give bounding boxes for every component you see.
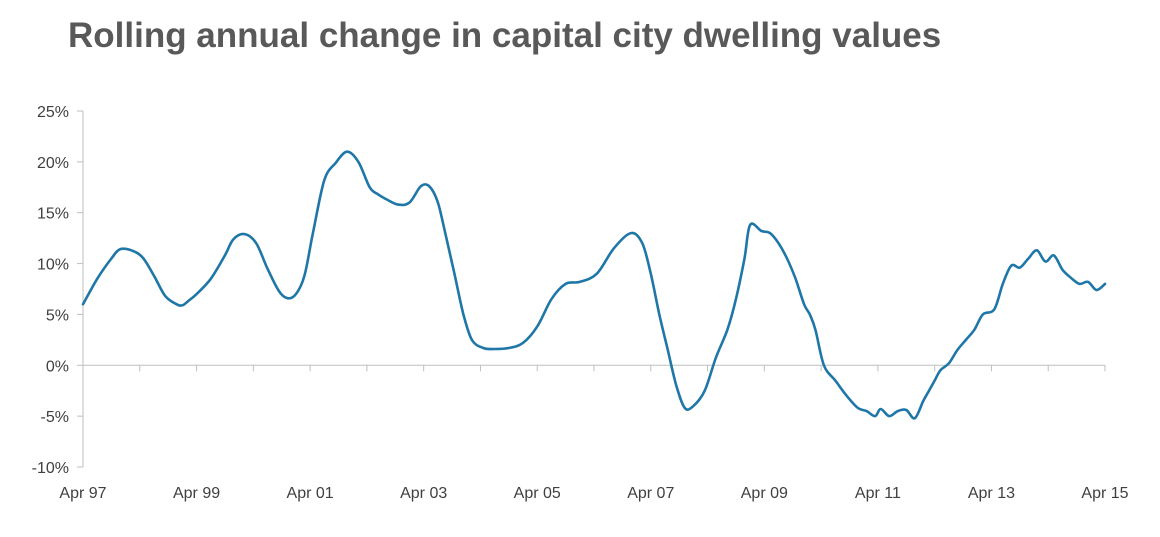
x-tick-label: Apr 01 [287, 485, 334, 502]
x-tick-label: Apr 97 [59, 485, 106, 502]
x-tick-label: Apr 11 [855, 485, 901, 502]
y-tick-label: 10% [37, 257, 69, 274]
x-tick-label: Apr 99 [173, 485, 220, 502]
y-tick-label: -10% [32, 460, 69, 477]
x-tick-label: Apr 05 [514, 485, 561, 502]
x-axis: Apr 97 Apr 99 Apr 01 Apr 03 Apr 05 Apr 07 Apr … [59, 364, 1129, 502]
series-line [81, 150, 1107, 420]
y-tick-label: 5% [46, 307, 69, 324]
x-tick-label: Apr 07 [627, 485, 674, 502]
y-tick-label: 20% [37, 155, 69, 172]
y-tick-label: 0% [46, 358, 69, 375]
x-tick-label: Apr 09 [741, 485, 788, 502]
series-group [81, 150, 1107, 420]
x-tick-label: Apr 15 [1081, 485, 1128, 502]
y-tick-label: 15% [37, 206, 69, 223]
y-axis: 25% 20% 15% 10% 5% 0% -5% -10% [32, 104, 84, 477]
x-tick-label: Apr 13 [968, 485, 1015, 502]
chart-title: Rolling annual change in capital city dw… [68, 16, 942, 55]
y-tick-label: 25% [37, 104, 69, 121]
x-tick-label: Apr 03 [400, 485, 447, 502]
y-tick-label: -5% [41, 409, 69, 426]
